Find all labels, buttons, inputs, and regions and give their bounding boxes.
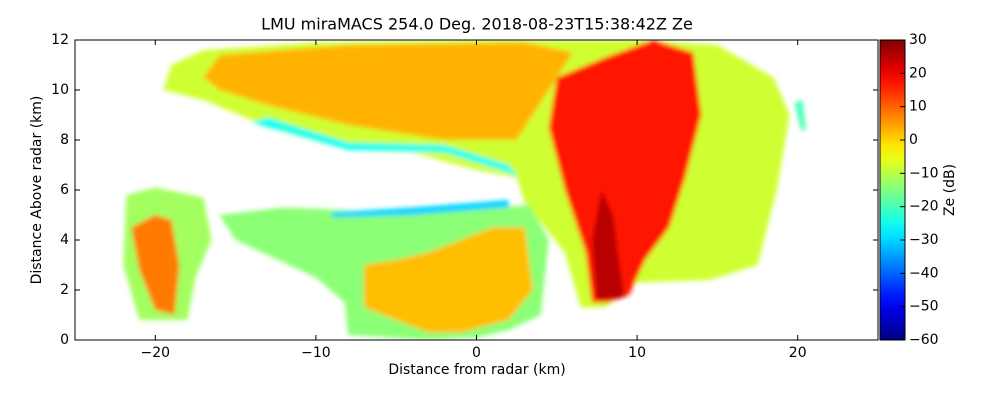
echo-region (331, 200, 509, 218)
colorbar-tick-label: −10 (909, 165, 939, 181)
colorbar-tick-label: −30 (909, 232, 939, 248)
colorbar-tick-label: −40 (909, 265, 939, 281)
y-tick-label: 4 (60, 232, 69, 248)
colorbar-tick-label: 0 (909, 132, 918, 148)
echo-region (548, 40, 702, 303)
y-tick-label: 8 (60, 132, 69, 148)
x-tick-label: 20 (789, 345, 807, 361)
y-tick-label: 12 (51, 32, 69, 48)
echo-region (794, 100, 806, 130)
colorbar-tick-label: −60 (909, 332, 939, 348)
colorbar-tick-label: −50 (909, 299, 939, 315)
echo-region (203, 42, 573, 140)
colorbar-tick-label: 10 (909, 99, 927, 115)
field (123, 40, 806, 340)
x-tick-label: 0 (472, 345, 481, 361)
x-tick-label: −20 (141, 345, 171, 361)
colorbar (879, 39, 906, 341)
colorbar-tick-label: 30 (909, 32, 927, 48)
field-layer (123, 40, 806, 340)
x-tick-label: 10 (628, 345, 646, 361)
y-tick-label: 6 (60, 182, 69, 198)
y-tick-label: 2 (60, 282, 69, 298)
colorbar-tick-label: −20 (909, 199, 939, 215)
colorbar-tick-label: 20 (909, 65, 927, 81)
echo-region (251, 117, 519, 178)
echo-region (592, 190, 625, 300)
y-axis-label: Distance Above radar (km) (29, 96, 45, 285)
y-tick-label: 0 (60, 332, 69, 348)
x-tick-label: −10 (301, 345, 331, 361)
chart-title: LMU miraMACS 254.0 Deg. 2018-08-23T15:38… (261, 15, 693, 34)
y-tick-label: 10 (51, 82, 69, 98)
echo-region (364, 227, 533, 333)
echo-region (131, 215, 180, 315)
x-axis-label: Distance from radar (km) (388, 362, 565, 378)
colorbar-label: Ze (dB) (942, 164, 958, 216)
